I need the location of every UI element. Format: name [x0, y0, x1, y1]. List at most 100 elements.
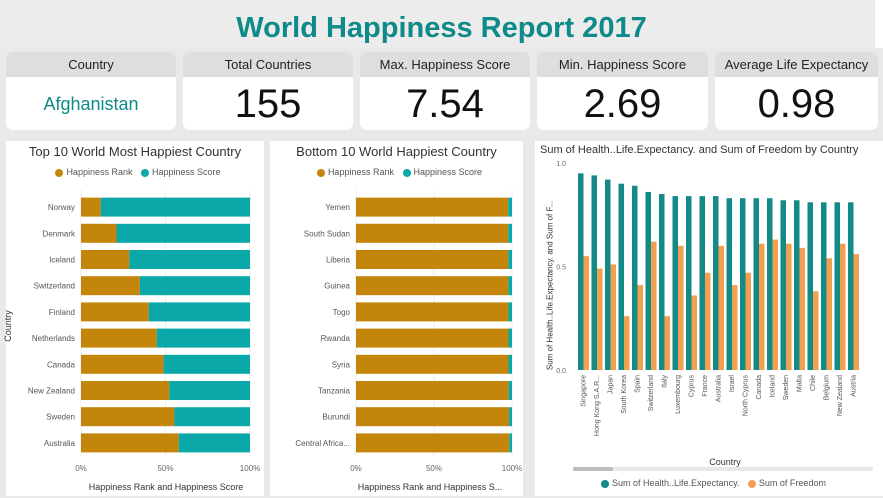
- health-freedom-ytick: 0.5: [556, 265, 566, 272]
- report-title: World Happiness Report 2017: [236, 12, 647, 44]
- bottom10-bar-score: [508, 223, 512, 243]
- health-freedom-bar-health: [686, 196, 692, 370]
- health-freedom-category-label: Malta: [797, 375, 804, 392]
- health-freedom-category-label: North Cyprus: [743, 375, 750, 417]
- health-freedom-bar-health: [794, 200, 800, 370]
- health-freedom-bar-freedom: [583, 256, 589, 370]
- health-freedom-category-label: South Korea: [621, 375, 628, 414]
- health-freedom-bar-health: [821, 202, 827, 370]
- top10-xtick: 0%: [75, 464, 87, 473]
- health-freedom-bar-health: [753, 198, 759, 370]
- health-freedom-bar-health: [578, 173, 584, 370]
- top10-bar-rank: [81, 354, 164, 374]
- bottom10-bar-score: [508, 381, 512, 400]
- top10-bar-rank: [81, 407, 175, 427]
- health-freedom-category-label: Spain: [635, 375, 642, 393]
- health-freedom-bar-freedom: [624, 316, 630, 370]
- health-freedom-category-label: Japan: [608, 375, 615, 394]
- legend-rank-dot: [55, 168, 64, 177]
- top10-category-label: Sweden: [46, 413, 75, 422]
- health-freedom-bar-freedom: [840, 243, 846, 370]
- health-freedom-bar-health: [713, 196, 719, 370]
- min-score-card[interactable]: Min. Happiness Score 2.69: [537, 52, 708, 130]
- horizontal-scrollbar[interactable]: [573, 467, 873, 471]
- legend-health-label: Sum of Health..Life.Expectancy.: [612, 478, 740, 488]
- bottom10-bar-score: [509, 407, 512, 427]
- health-freedom-category-label: Hong Kong S.A.R...: [594, 375, 601, 436]
- top10-bar-rank: [81, 381, 170, 400]
- health-freedom-category-label: Canada: [756, 375, 763, 400]
- bottom10-bar-score: [508, 276, 512, 296]
- top10-bar-score: [148, 302, 250, 322]
- bottom10-bar-rank: [356, 328, 509, 348]
- health-freedom-bar-health: [726, 198, 732, 370]
- bottom10-category-label: Liberia: [326, 256, 351, 265]
- legend-health-dot: [601, 479, 609, 488]
- health-freedom-bar-freedom: [718, 245, 724, 370]
- top10-bar-rank: [81, 250, 130, 269]
- health-freedom-bar-health: [632, 185, 638, 370]
- health-freedom-bar-health: [767, 198, 773, 370]
- top10-category-label: Switzerland: [34, 282, 75, 291]
- bottom10-bar-rank: [356, 250, 509, 269]
- total-countries-card[interactable]: Total Countries 155: [183, 52, 353, 130]
- bottom10-category-label: Burundi: [322, 413, 350, 422]
- health-freedom-legend: Sum of Health..Life.Expectancy. Sum of F…: [595, 478, 826, 488]
- health-freedom-bar-freedom: [610, 264, 616, 370]
- bottom10-category-label: Guinea: [324, 282, 350, 291]
- health-freedom-category-label: Luxembourg: [675, 375, 682, 414]
- health-freedom-title: Sum of Health..Life.Expectancy. and Sum …: [540, 144, 859, 156]
- life-expectancy-card[interactable]: Average Life Expectancy 0.98: [715, 52, 878, 130]
- bottom10-category-label: Yemen: [325, 203, 350, 212]
- health-freedom-bar-freedom: [853, 254, 859, 370]
- health-freedom-bar-freedom: [786, 243, 792, 370]
- top10-category-label: Iceland: [49, 256, 75, 265]
- legend-rank-label: Happiness Rank: [66, 167, 133, 177]
- bottom10-bar-rank: [356, 433, 510, 453]
- bottom10-bar-score: [508, 302, 512, 322]
- health-freedom-category-label: Singapore: [581, 375, 588, 407]
- bottom10-bar-rank: [356, 276, 509, 296]
- bottom10-category-label: Tanzania: [318, 387, 351, 396]
- bottom10-bar-score: [508, 197, 512, 217]
- bottom10-bar-rank: [356, 354, 509, 374]
- min-score-label: Min. Happiness Score: [537, 52, 708, 77]
- total-countries-label: Total Countries: [183, 52, 353, 77]
- legend-score-dot: [141, 168, 149, 177]
- legend-rank-dot-2: [316, 168, 325, 177]
- health-freedom-category-label: Sweden: [783, 375, 790, 400]
- country-card[interactable]: Country Afghanistan: [6, 52, 176, 130]
- top10-category-label: New Zealand: [28, 387, 75, 396]
- top10-bar-score: [163, 354, 250, 374]
- country-card-value: Afghanistan: [43, 94, 139, 114]
- health-freedom-bar-health: [740, 198, 746, 370]
- health-freedom-bar-freedom: [799, 247, 805, 370]
- health-freedom-bar-freedom: [651, 241, 657, 370]
- bottom10-panel[interactable]: Bottom 10 World Happiest Country Happine…: [270, 141, 523, 496]
- top10-category-label: Denmark: [43, 229, 76, 238]
- health-freedom-panel[interactable]: Sum of Health..Life.Expectancy. and Sum …: [535, 141, 883, 496]
- top10-bar-rank: [81, 328, 157, 348]
- bottom10-bar-score: [508, 354, 512, 374]
- health-freedom-bar-health: [834, 202, 840, 370]
- top10-panel[interactable]: Top 10 World Most Happiest Country Happi…: [3, 141, 264, 496]
- top10-bar-rank: [81, 223, 117, 243]
- top10-category-label: Australia: [44, 439, 76, 448]
- top10-bar-score: [139, 276, 250, 296]
- bottom10-bar-score: [508, 250, 512, 269]
- bottom10-legend: Happiness Rank Happiness Score: [270, 167, 523, 177]
- top10-bar-rank: [81, 276, 140, 296]
- health-freedom-bar-freedom: [705, 272, 711, 370]
- bottom10-title: Bottom 10 World Happiest Country: [296, 144, 497, 159]
- bottom10-xtick: 100%: [502, 464, 522, 473]
- scroll-strip: [875, 0, 883, 48]
- legend-score-label-2: Happiness Score: [413, 167, 483, 177]
- health-freedom-bar-health: [780, 200, 786, 370]
- bottom10-xtick: 0%: [350, 464, 362, 473]
- legend-score-label: Happiness Score: [152, 167, 221, 177]
- scrollbar-thumb[interactable]: [573, 467, 613, 471]
- top10-title: Top 10 World Most Happiest Country: [28, 144, 242, 159]
- max-score-card[interactable]: Max. Happiness Score 7.54: [360, 52, 530, 130]
- health-freedom-bar-health: [672, 196, 678, 370]
- health-freedom-bar-health: [618, 183, 624, 370]
